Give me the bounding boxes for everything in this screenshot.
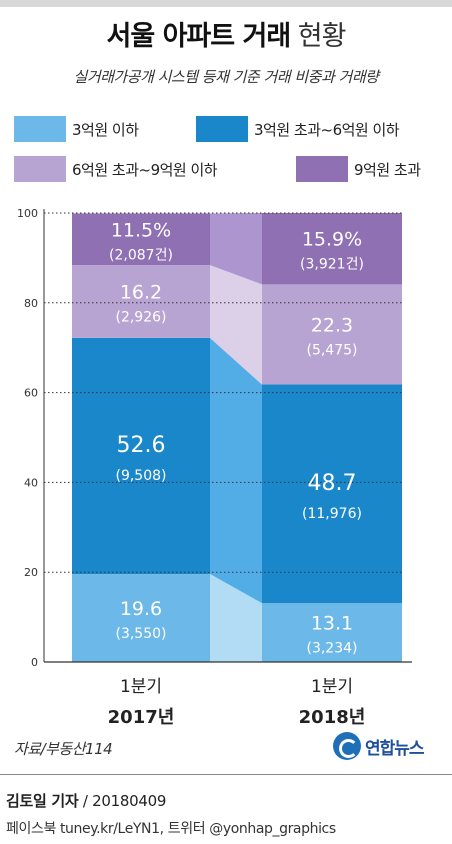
count-label: (3,921건) [300, 257, 364, 273]
data-label: 15.9% [302, 229, 362, 251]
credit: 김토일 기자 / 20180409 [6, 790, 166, 811]
count-label: (11,976) [302, 506, 362, 522]
subtitle: 실거래가공개 시스템 등재 기준 거래 비중과 거래량 [73, 68, 379, 86]
title-bold: 서울 아파트 거래 [106, 21, 292, 52]
y-tick-label: 0 [31, 656, 38, 669]
legend-label: 9억원 초과 [354, 160, 421, 179]
y-tick-label: 20 [24, 566, 38, 579]
legend-label: 3억원 이하 [72, 120, 139, 139]
bar-segment [72, 213, 210, 266]
data-label: 16.2 [120, 281, 162, 303]
bar-segment [72, 337, 210, 574]
source-note: 자료/부동산114 [14, 740, 113, 758]
page-title: 서울 아파트 거래 현황 [0, 14, 452, 53]
y-tick-label: 60 [24, 387, 38, 400]
count-label: (3,550) [115, 626, 166, 642]
yonhap-logo: 연합뉴스 [333, 732, 425, 760]
legend-label: 3억원 초과~6억원 이하 [254, 120, 400, 139]
x-tick-label-year: 2018년 [299, 707, 366, 728]
bar-segment [262, 384, 402, 604]
x-tick-label-quarter: 1분기 [311, 677, 353, 697]
data-label: 11.5% [111, 219, 171, 241]
connector-band [210, 337, 262, 604]
bar-segment [262, 213, 402, 285]
stacked-bar-chart: 0 20 40 60 80 100 19.6 (3,550) 13.1 (3,234) 52.6 (9… [17, 207, 412, 728]
credit-name: 김토일 기자 [6, 792, 79, 810]
count-label: (2,926) [115, 309, 166, 325]
legend-swatch [14, 156, 66, 182]
legend-item-over-9: 9억원 초과 [296, 156, 421, 182]
x-tick-label-year: 2017년 [108, 707, 175, 728]
legend: 3억원 이하 3억원 초과~6억원 이하 6억원 초과~9억원 이하 9억원 초… [0, 112, 452, 194]
y-tick-label: 100 [17, 207, 38, 220]
data-label: 22.3 [311, 314, 353, 336]
legend-item-3-to-6: 3억원 초과~6억원 이하 [196, 116, 400, 142]
logo-icon [333, 732, 361, 760]
top-bar [0, 0, 452, 7]
divider [0, 774, 452, 775]
bar-segment [72, 573, 210, 662]
count-label: (2,087건) [109, 247, 173, 263]
legend-swatch [296, 156, 348, 182]
data-label: 48.7 [308, 471, 357, 496]
data-label: 52.6 [117, 433, 166, 458]
connector-band [210, 213, 262, 285]
bar-segment [72, 265, 210, 338]
bar-segment [262, 284, 402, 385]
legend-swatch [14, 116, 66, 142]
connector-band [210, 573, 262, 662]
bar-segment [262, 603, 402, 662]
count-label: (5,475) [306, 342, 357, 358]
y-tick-label: 40 [24, 476, 38, 489]
count-label: (3,234) [306, 641, 357, 657]
sns-links: 페이스북 tuney.kr/LeYN1, 트위터 @yonhap_graphic… [6, 821, 336, 837]
legend-label: 6억원 초과~9억원 이하 [72, 160, 218, 179]
data-label: 19.6 [120, 598, 162, 620]
count-label: (9,508) [115, 468, 166, 484]
legend-item-6-to-9: 6억원 초과~9억원 이하 [14, 156, 218, 182]
credit-date: / 20180409 [78, 792, 167, 810]
legend-swatch [196, 116, 248, 142]
y-tick-label: 80 [24, 297, 38, 310]
legend-item-under-3: 3억원 이하 [14, 116, 139, 142]
x-tick-label-quarter: 1분기 [120, 677, 162, 697]
connector-band [210, 265, 262, 385]
logo-text: 연합뉴스 [365, 738, 425, 759]
data-label: 13.1 [311, 613, 353, 635]
title-light: 현황 [297, 21, 347, 52]
